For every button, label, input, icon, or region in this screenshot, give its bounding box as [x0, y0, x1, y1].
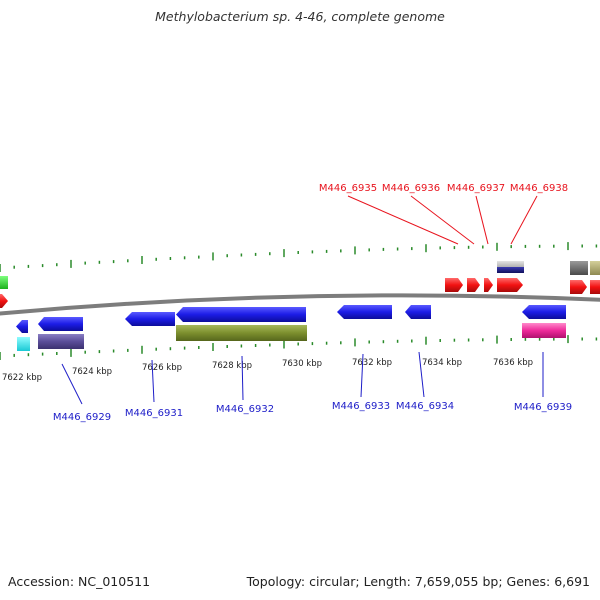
gene-red-forward-6937: [484, 278, 493, 292]
tick-label-7630: 7630 kbp: [282, 359, 322, 369]
gene-red-forward-6938: [497, 278, 523, 292]
leader-line-6931: [151, 359, 155, 403]
gene-blue-reverse-6933: [337, 305, 392, 319]
gene-red-forward-6935: [445, 278, 463, 292]
gene-label-6935: M446_6935: [319, 183, 377, 194]
leader-line-6932: [241, 355, 244, 401]
forward-gene-labels: M446_6935 M446_6936 M446_6937 M446_6938: [319, 183, 568, 194]
gene-navy-feature: [497, 267, 524, 273]
gene-blue-reverse-6932: [176, 307, 306, 322]
gene-cyan-feature: [17, 337, 30, 351]
forward-strand-genes: [0, 261, 600, 308]
forward-leader-lines: [347, 195, 538, 245]
gene-blue-reverse-small: [16, 320, 28, 333]
gene-label-6931: M446_6931: [125, 408, 183, 419]
reverse-strand-genes: [16, 305, 566, 351]
tick-label-7636: 7636 kbp: [493, 358, 533, 368]
leader-line-6936: [410, 195, 475, 245]
gene-pink-feature: [522, 323, 566, 338]
leader-line-6929: [61, 363, 83, 405]
reverse-gene-labels: M446_6929 M446_6931 M446_6932 M446_6933 …: [53, 401, 572, 423]
reverse-leader-lines: [61, 351, 544, 405]
genome-summary-text: Topology: circular; Length: 7,659,055 bp…: [246, 574, 590, 589]
outer-tick-row: [0, 242, 598, 272]
gene-label-6929: M446_6929: [53, 412, 111, 423]
gene-red-forward-edge-right: [590, 280, 600, 294]
map-title: Methylobacterium sp. 4-46, complete geno…: [155, 9, 445, 24]
gene-label-6937: M446_6937: [447, 183, 505, 194]
gene-silver-feature: [497, 261, 524, 268]
tick-label-7624: 7624 kbp: [72, 367, 112, 377]
accession-text: Accession: NC_010511: [8, 574, 151, 589]
gene-label-6939: M446_6939: [514, 402, 572, 413]
genome-backbone: [0, 293, 600, 316]
gene-blue-reverse-6929: [38, 317, 83, 331]
gene-blue-reverse-6939: [522, 305, 566, 319]
leader-line-6935: [347, 195, 459, 245]
tick-label-7634: 7634 kbp: [422, 358, 462, 368]
gene-gray-feature: [570, 261, 588, 275]
gene-red-forward-6936: [467, 278, 480, 292]
gene-label-6936: M446_6936: [382, 183, 440, 194]
leader-line-6937: [475, 195, 489, 245]
gene-label-6938: M446_6938: [510, 183, 568, 194]
tick-label-7626: 7626 kbp: [142, 363, 182, 373]
gene-olive-feature: [176, 325, 307, 341]
gene-label-6934: M446_6934: [396, 401, 454, 412]
gene-red-forward-edge: [0, 294, 8, 308]
inner-tick-row: [0, 335, 598, 360]
tick-label-7622: 7622 kbp: [2, 373, 42, 383]
gene-khaki-feature: [590, 261, 600, 275]
gene-blue-reverse-6931: [125, 312, 175, 326]
gene-label-6932: M446_6932: [216, 404, 274, 415]
leader-line-6934: [418, 351, 425, 398]
gene-blue-reverse-6934: [405, 305, 431, 319]
leader-line-6933: [360, 353, 364, 398]
gene-green-forward: [0, 276, 8, 289]
leader-line-6938: [510, 195, 538, 245]
gene-label-6933: M446_6933: [332, 401, 390, 412]
gene-red-forward-6940: [570, 280, 587, 294]
tick-label-7632: 7632 kbp: [352, 358, 392, 368]
tick-label-7628: 7628 kbp: [212, 361, 252, 371]
gene-slate-feature: [38, 334, 84, 349]
tick-labels: 7622 kbp 7624 kbp 7626 kbp 7628 kbp 7630…: [2, 358, 533, 383]
